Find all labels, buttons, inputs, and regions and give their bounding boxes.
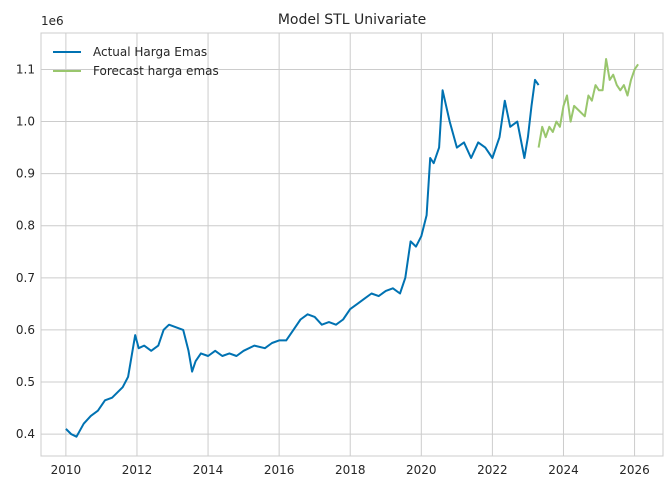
y-offset-label: 1e6 — [41, 14, 64, 28]
series-line-actual — [65, 78, 540, 438]
x-tick-label: 2018 — [335, 463, 366, 477]
plot-area — [41, 33, 663, 456]
plot-background — [41, 33, 663, 456]
legend: Actual Harga Emas Forecast harga emas — [53, 45, 219, 78]
series-layer — [65, 58, 639, 438]
series-line-forecast — [537, 58, 639, 148]
x-tick-label: 2020 — [406, 463, 437, 477]
plot-frame — [40, 32, 664, 457]
legend-label: Actual Harga Emas — [93, 45, 207, 59]
x-tick-label: 2012 — [122, 463, 153, 477]
y-axis: 0.4 0.5 0.6 0.7 0.8 0.9 1.0 1.1 — [16, 62, 35, 441]
y-tick-label: 1.1 — [16, 62, 35, 76]
y-tick-label: 0.5 — [16, 375, 35, 389]
x-tick-label: 2014 — [193, 463, 224, 477]
legend-label: Forecast harga emas — [93, 64, 219, 78]
y-tick-label: 0.9 — [16, 167, 35, 181]
x-tick-label: 2022 — [477, 463, 508, 477]
x-tick-label: 2024 — [548, 463, 579, 477]
y-tick-label: 1.0 — [16, 115, 35, 129]
y-tick-label: 0.8 — [16, 219, 35, 233]
y-tick-label: 0.6 — [16, 323, 35, 337]
y-tick-label: 0.4 — [16, 427, 35, 441]
x-tick-label: 2010 — [51, 463, 82, 477]
x-axis: 2010 2012 2014 2016 2018 2020 2022 2024 2026 — [51, 463, 650, 477]
x-tick-label: 2026 — [619, 463, 650, 477]
chart-title: Model STL Univariate — [278, 12, 426, 28]
x-tick-label: 2016 — [264, 463, 295, 477]
y-tick-label: 0.7 — [16, 271, 35, 285]
